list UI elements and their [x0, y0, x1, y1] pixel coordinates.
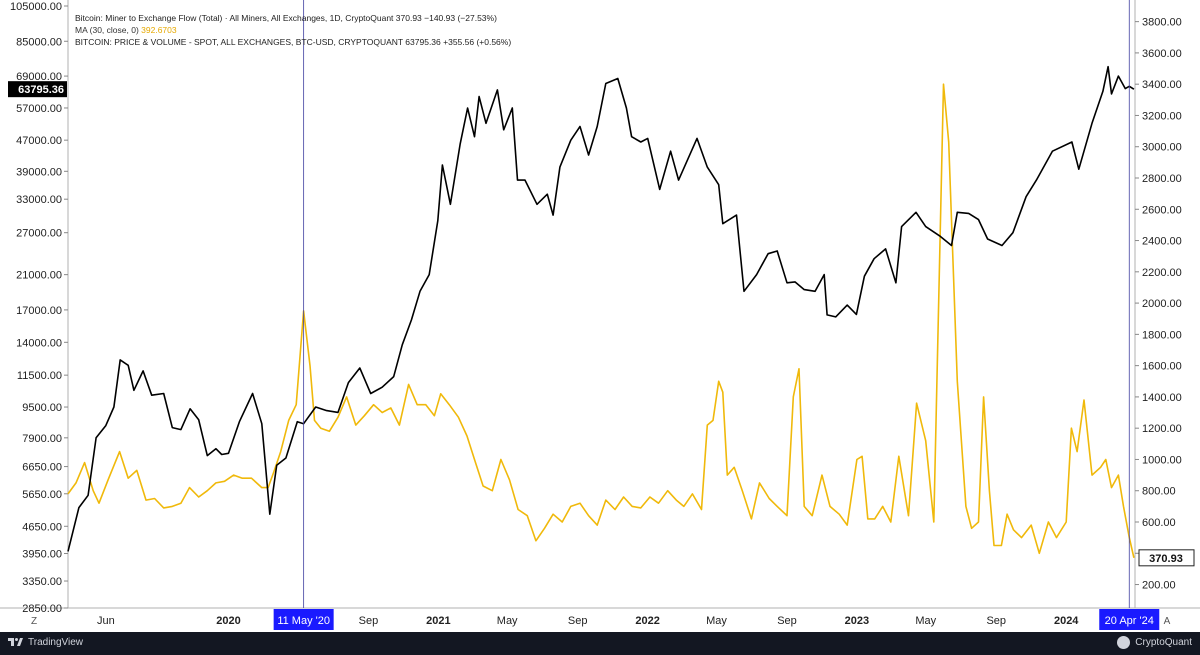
right-tick-label: 3800.00: [1142, 17, 1182, 29]
left-tick-label: 4650.00: [22, 521, 62, 533]
left-tick-label: 33000.00: [16, 194, 62, 206]
right-tick-label: 3600.00: [1142, 48, 1182, 60]
legend-ma-value: 392.6703: [141, 25, 177, 35]
tradingview-logo-text: TradingView: [28, 636, 84, 648]
log-scale-button[interactable]: Z: [31, 616, 37, 627]
left-tick-label: 6650.00: [22, 462, 62, 474]
right-tick-label: 2000.00: [1142, 298, 1182, 310]
cryptoquant-logo: CryptoQuant: [1117, 636, 1192, 649]
left-tick-label: 39000.00: [16, 166, 62, 178]
x-tick-label: May: [915, 615, 936, 627]
left-tick-label: 21000.00: [16, 270, 62, 282]
flow-series-line: [67, 83, 1135, 558]
marker-label: 11 May '20: [277, 615, 330, 627]
x-tick-label: Sep: [568, 615, 588, 627]
footer-bar: TradingView CryptoQuant: [0, 632, 1200, 655]
x-tick-label: 2023: [845, 615, 869, 627]
right-tick-label: 1000.00: [1142, 454, 1182, 466]
left-tick-label: 47000.00: [16, 135, 62, 147]
right-tick-label: 1800.00: [1142, 329, 1182, 341]
price-current-label-bg: [8, 81, 67, 98]
x-tick-label: 2024: [1054, 615, 1079, 627]
right-tick-label: 3000.00: [1142, 142, 1182, 154]
legend: Bitcoin: Miner to Exchange Flow (Total) …: [75, 12, 511, 48]
marker-label-bg: [1099, 609, 1160, 630]
right-tick-label: 3200.00: [1142, 110, 1182, 122]
price-current-label: 63795.36: [18, 84, 64, 96]
marker-label: 20 Apr '24: [1105, 615, 1154, 627]
left-tick-label: 3950.00: [22, 549, 62, 561]
right-tick-label: 1600.00: [1142, 361, 1182, 373]
x-tick-label: Sep: [777, 615, 797, 627]
left-tick-label: 57000.00: [16, 103, 62, 115]
right-tick-label: 200.00: [1142, 580, 1176, 592]
flow-current-label-bg: [1138, 549, 1195, 567]
left-tick-label: 105000.00: [10, 1, 62, 13]
legend-price-series[interactable]: BITCOIN: PRICE & VOLUME - SPOT, ALL EXCH…: [75, 37, 512, 47]
right-tick-label: 3400.00: [1142, 79, 1182, 91]
right-tick-label: 1200.00: [1142, 423, 1182, 435]
legend-ma: MA (30, close, 0) 392.6703: [75, 24, 511, 36]
x-tick-label: Sep: [986, 615, 1006, 627]
right-tick-label: 600.00: [1142, 517, 1176, 529]
x-tick-label: Jun: [97, 615, 115, 627]
x-tick-label: 2020: [216, 615, 240, 627]
left-tick-label: 9500.00: [22, 402, 62, 414]
right-tick-label: 800.00: [1142, 486, 1176, 498]
time-axis: Jun 2020 Sep 2021 May Sep 2022 May Sep 2023 May Sep…: [97, 615, 1079, 627]
right-flow-axis: 200.00400.00600.00800.001000.001200.0014…: [1135, 17, 1182, 592]
left-tick-label: 3350.00: [22, 576, 62, 588]
price-series-line: [67, 65, 1135, 552]
marker-label-bg: [273, 609, 334, 630]
cryptoquant-logo-icon: [1117, 636, 1131, 649]
left-tick-label: 7900.00: [22, 433, 62, 445]
tradingview-logo-icon: [8, 638, 23, 646]
x-tick-label: Sep: [359, 615, 379, 627]
x-tick-label: May: [497, 615, 518, 627]
left-tick-label: 14000.00: [16, 337, 62, 349]
x-tick-label: May: [706, 615, 727, 627]
cryptoquant-logo-text: CryptoQuant: [1135, 637, 1192, 648]
left-tick-label: 85000.00: [16, 36, 62, 48]
left-tick-label: 69000.00: [16, 71, 62, 83]
flow-current-label: 370.93: [1149, 553, 1183, 565]
tradingview-logo: TradingView: [8, 636, 83, 648]
right-tick-label: 2200.00: [1142, 267, 1182, 279]
left-tick-label: 11500.00: [17, 370, 62, 382]
left-tick-label: 5650.00: [22, 489, 62, 501]
right-tick-label: 2800.00: [1142, 173, 1182, 185]
legend-flow-series[interactable]: Bitcoin: Miner to Exchange Flow (Total) …: [75, 13, 497, 23]
legend-ma-label[interactable]: MA (30, close, 0): [75, 25, 139, 35]
right-tick-label: 2600.00: [1142, 204, 1182, 216]
x-tick-label: 2022: [635, 615, 659, 627]
right-tick-label: 1400.00: [1142, 392, 1182, 404]
left-tick-label: 2850.00: [22, 603, 62, 615]
left-tick-label: 27000.00: [16, 228, 62, 240]
auto-scale-button[interactable]: A: [1164, 616, 1171, 627]
left-price-axis: 2850.00 3350.00 3950.00 4650.00 5650.00 6650.…: [10, 1, 68, 615]
left-tick-label: 17000.00: [16, 305, 62, 317]
x-tick-label: 2021: [426, 615, 450, 627]
right-tick-label: 2400.00: [1142, 236, 1182, 248]
